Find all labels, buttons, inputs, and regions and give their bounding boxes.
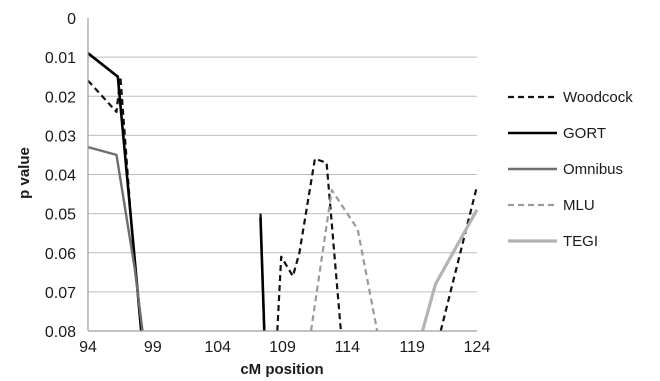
y-tick-label: 0.07 xyxy=(45,285,76,302)
y-tick-label: 0.08 xyxy=(45,324,76,341)
y-axis-title: p value xyxy=(16,147,33,199)
x-tick-labels: 94 99 104 109 114 119 124 xyxy=(79,339,490,356)
x-tick-label: 109 xyxy=(269,339,296,356)
series-line-tegi xyxy=(420,208,479,332)
x-tick-label: 99 xyxy=(144,339,162,356)
legend-label-mlu: MLU xyxy=(563,197,595,214)
legend-label-omnibus: Omnibus xyxy=(563,161,623,178)
y-tick-label: 0 xyxy=(67,11,76,28)
legend-label-gort: GORT xyxy=(563,125,606,142)
legend-label-woodcock: Woodcock xyxy=(563,89,633,106)
series-line-gort xyxy=(259,217,266,332)
series-line-omnibus xyxy=(87,145,144,332)
series-line-woodcock xyxy=(87,75,143,332)
x-axis-title: cM position xyxy=(240,361,323,378)
x-tick-label: 94 xyxy=(79,339,97,356)
x-tick-label: 114 xyxy=(335,339,361,356)
y-tick-label: 0.02 xyxy=(45,89,76,106)
y-tick-labels: 0 0.01 0.02 0.03 0.04 0.05 0.06 0.07 0.08 xyxy=(45,11,76,341)
legend-label-tegi: TEGI xyxy=(563,233,598,250)
y-tick-label: 0.05 xyxy=(45,207,76,224)
series-line-woodcock xyxy=(439,185,479,332)
gridlines xyxy=(88,56,477,293)
x-tick-label: 104 xyxy=(204,339,231,356)
x-tick-label: 124 xyxy=(464,339,491,356)
x-tick-label: 119 xyxy=(399,339,425,356)
axes xyxy=(87,18,477,332)
y-tick-label: 0.04 xyxy=(45,168,76,185)
y-tick-label: 0.03 xyxy=(45,128,76,145)
series-line-woodcock xyxy=(276,157,342,332)
y-tick-label: 0.01 xyxy=(45,50,76,67)
y-tick-label: 0.06 xyxy=(45,246,76,263)
legend: Woodcock GORT Omnibus MLU TEGI xyxy=(508,89,633,250)
series-line-mlu xyxy=(309,189,379,332)
series-line-gort xyxy=(87,52,143,332)
series-lines xyxy=(87,52,479,332)
